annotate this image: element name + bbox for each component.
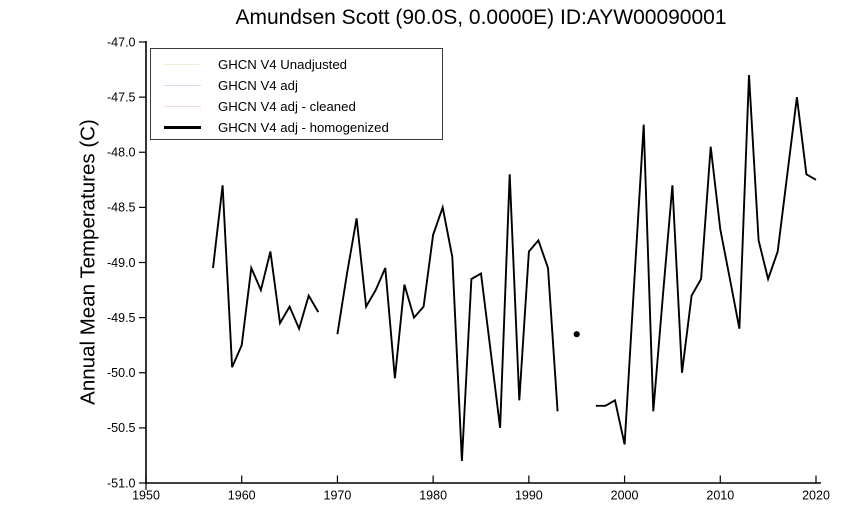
series-homogenized-segment-3 [595, 75, 817, 445]
legend-item: GHCN V4 Unadjusted [151, 54, 442, 75]
x-tick-label-2000: 2000 [611, 489, 639, 503]
legend-item: GHCN V4 adj [151, 75, 442, 96]
legend-label: GHCN V4 adj - homogenized [218, 120, 389, 135]
y-tick-label--50.0: -50.0 [107, 366, 136, 380]
y-axis-label: Annual Mean Temperatures (C) [76, 119, 100, 405]
legend-line-swatch [164, 63, 201, 66]
x-tick-label-2010: 2010 [706, 489, 734, 503]
y-tick-label--47.0: -47.0 [107, 35, 136, 49]
legend-item: GHCN V4 adj - cleaned [151, 96, 442, 117]
y-tick-label--48.5: -48.5 [107, 201, 136, 215]
y-tick-label--49.0: -49.0 [107, 256, 136, 270]
series-homogenized-segment-1 [212, 185, 320, 368]
legend-item: GHCN V4 adj - homogenized [151, 117, 442, 138]
x-tick-label-2020: 2020 [802, 489, 830, 503]
legend-box: GHCN V4 Unadjusted GHCN V4 adj GHCN V4 adj… [150, 48, 443, 140]
x-tick-label-1960: 1960 [228, 489, 256, 503]
legend-line-swatch [164, 84, 201, 87]
legend-line-swatch [164, 105, 201, 108]
x-tick-label-1980: 1980 [419, 489, 447, 503]
y-tick-label--50.5: -50.5 [107, 421, 136, 435]
isolated-data-point [573, 331, 580, 338]
legend-label: GHCN V4 Unadjusted [218, 57, 348, 72]
y-tick-label--47.5: -47.5 [107, 90, 136, 104]
chart-title: Amundsen Scott (90.0S, 0.0000E) ID:AYW00… [235, 6, 727, 29]
legend-label: GHCN V4 adj [218, 78, 298, 93]
x-tick-label-1970: 1970 [324, 489, 352, 503]
y-tick-label--51.0: -51.0 [107, 476, 136, 490]
legend-label: GHCN V4 adj - cleaned [218, 99, 356, 114]
series-homogenized-segment-2 [336, 174, 559, 461]
legend-line-swatch [164, 126, 201, 129]
x-tick-label-1950: 1950 [132, 489, 160, 503]
x-tick-label-1990: 1990 [515, 489, 543, 503]
y-tick-label--49.5: -49.5 [107, 311, 136, 325]
y-tick-label--48.0: -48.0 [107, 146, 136, 160]
